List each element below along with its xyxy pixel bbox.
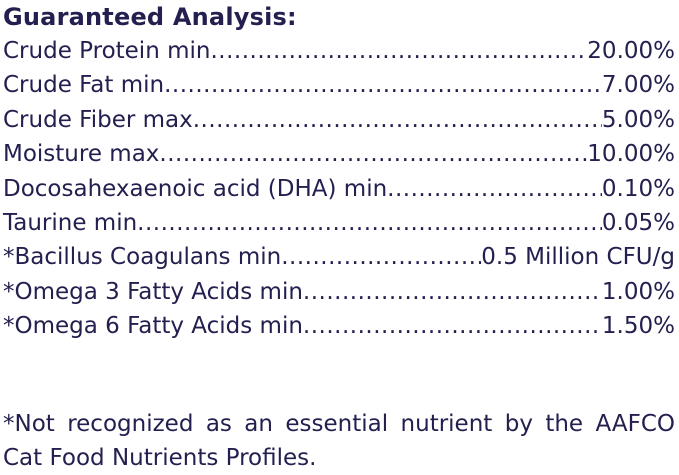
- nutrient-label: *Bacillus Coagulans min: [3, 244, 282, 271]
- nutrient-value: 1.00%: [601, 278, 675, 305]
- nutrient-label: Moisture max: [3, 141, 160, 168]
- nutrient-value: 1.50%: [601, 313, 675, 340]
- nutrient-value: 7.00%: [601, 72, 675, 99]
- analysis-row: Crude Fat min...........................…: [3, 68, 675, 102]
- nutrient-label: Crude Fat min: [3, 72, 165, 99]
- section-title: Guaranteed Analysis:: [3, 3, 297, 31]
- footnote: *Not recognized as an essential nutrient…: [3, 411, 675, 471]
- nutrient-value: 5.00%: [601, 106, 675, 133]
- analysis-list: Crude Protein min.......................…: [3, 34, 675, 344]
- dot-leader: ........................................…: [210, 38, 588, 64]
- nutrient-label: Crude Fiber max: [3, 106, 193, 133]
- dot-leader: ........................................…: [164, 72, 602, 99]
- analysis-row: Crude Protein min.......................…: [3, 34, 675, 68]
- dot-leader: ........................................…: [137, 209, 602, 236]
- dot-leader: ........................................…: [159, 141, 587, 168]
- nutrient-value: 20.00%: [587, 38, 675, 64]
- dot-leader: ........................................…: [387, 175, 602, 202]
- nutrient-label: *Omega 3 Fatty Acids min: [3, 278, 303, 305]
- analysis-row: Crude Fiber max.........................…: [3, 103, 675, 137]
- guaranteed-analysis: Guaranteed Analysis: Crude Protein min..…: [3, 0, 675, 344]
- dot-leader: ........................................…: [281, 244, 481, 271]
- nutrient-label: Taurine min: [3, 209, 138, 236]
- dot-leader: ........................................…: [302, 278, 602, 305]
- analysis-row: Taurine min.............................…: [3, 206, 675, 240]
- nutrient-value: 0.05%: [601, 209, 675, 236]
- analysis-row: Moisture max............................…: [3, 137, 675, 171]
- nutrient-value: 10.00%: [587, 141, 675, 168]
- nutrient-label: Docosahexaenoic acid (DHA) min: [3, 175, 388, 202]
- nutrient-label: *Omega 6 Fatty Acids min: [3, 313, 303, 340]
- nutrient-label: Crude Protein min: [3, 38, 211, 64]
- analysis-row: *Omega 6 Fatty Acids min................…: [3, 309, 675, 343]
- analysis-row: *Bacillus Coagulans min.................…: [3, 240, 675, 274]
- dot-leader: ........................................…: [302, 313, 602, 340]
- dot-leader: ........................................…: [192, 106, 602, 133]
- analysis-row: Docosahexaenoic acid (DHA) min..........…: [3, 172, 675, 206]
- nutrient-value: 0.5 Million CFU/g: [481, 244, 675, 271]
- nutrient-value: 0.10%: [601, 175, 675, 202]
- analysis-row: *Omega 3 Fatty Acids min................…: [3, 275, 675, 309]
